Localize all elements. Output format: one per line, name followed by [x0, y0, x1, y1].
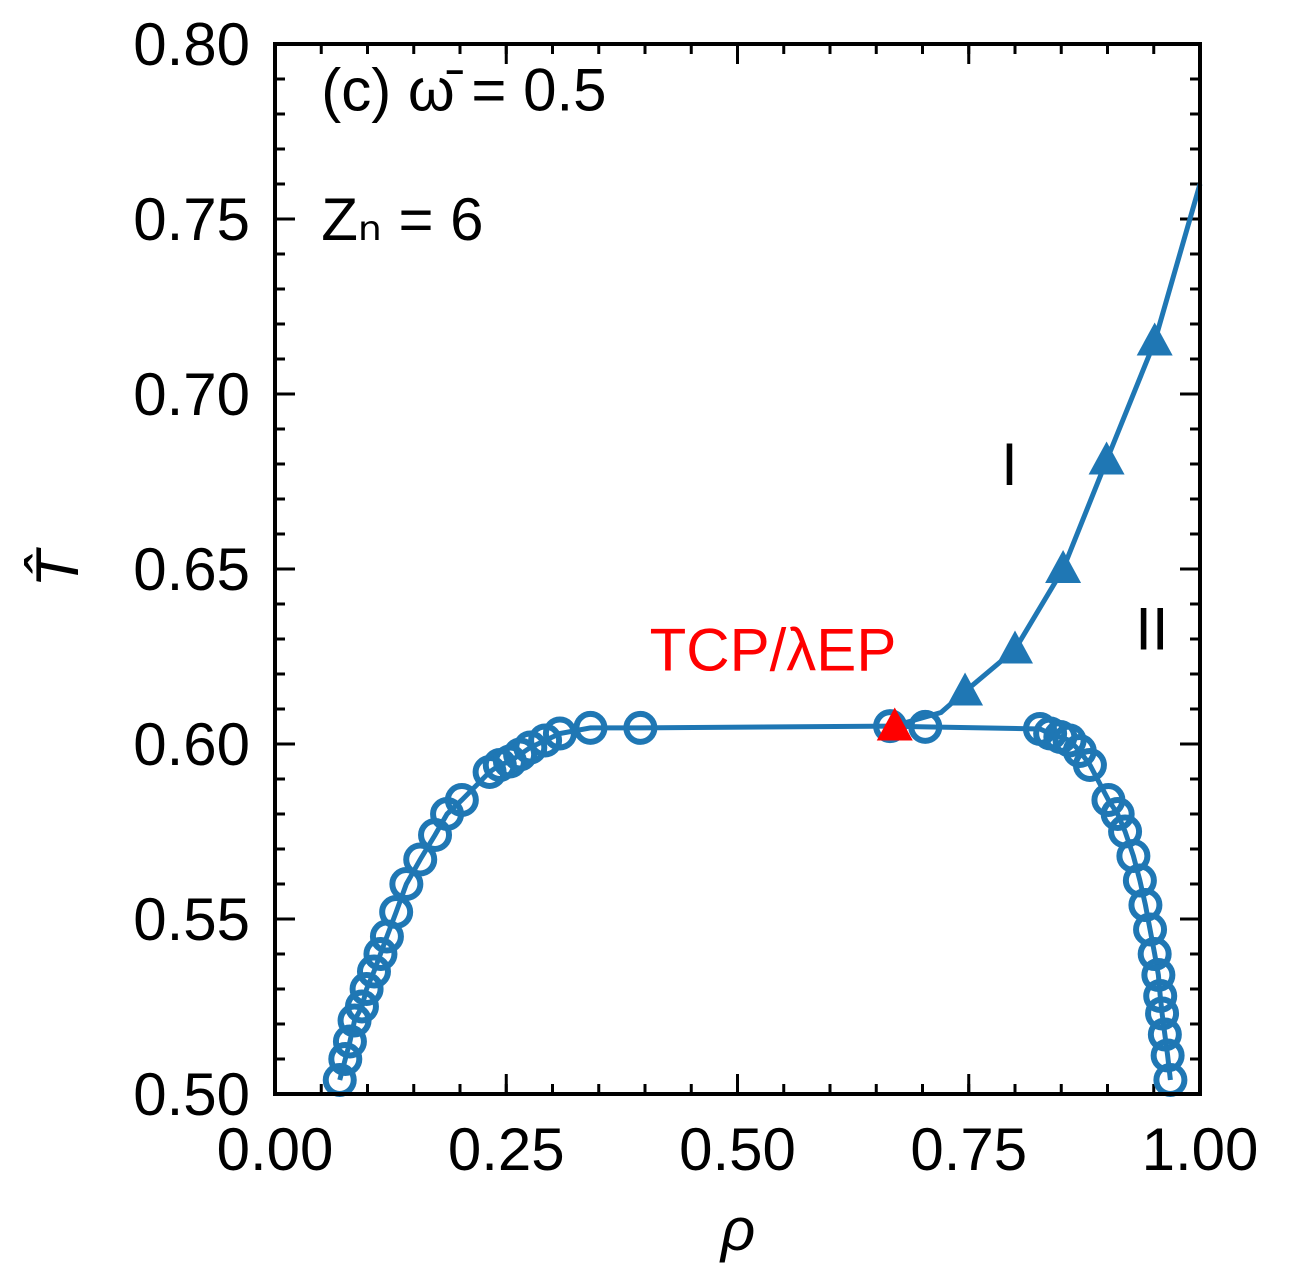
circle-marker	[623, 710, 658, 745]
triangle-marker	[876, 707, 913, 741]
x-axis-label: ρ	[719, 1196, 755, 1263]
triangle-marker	[1136, 322, 1173, 356]
circle-marker	[332, 1024, 367, 1059]
circle-marker	[389, 867, 424, 901]
y-tick-label: 0.55	[133, 886, 250, 953]
annotation: TCP/λEP	[650, 617, 897, 684]
annotation: I	[1001, 431, 1018, 498]
circle-marker	[403, 842, 438, 877]
circle-marker	[1150, 1038, 1185, 1073]
y-tick-label: 0.65	[133, 536, 250, 603]
circle-marker	[1141, 958, 1176, 992]
series-line	[337, 723, 1173, 1081]
circle-marker	[542, 716, 577, 751]
circle-marker	[363, 937, 398, 971]
y-axis-label: T̂	[24, 546, 91, 587]
annotation: (c) ω̄ = 0.5	[321, 57, 606, 124]
circle-marker	[356, 954, 391, 989]
plot-frame	[273, 42, 1202, 1096]
x-tick-label: 0.75	[910, 1116, 1027, 1183]
y-tick-label: 0.50	[133, 1061, 250, 1128]
y-tick-label: 0.75	[133, 186, 250, 253]
series-line	[891, 183, 1203, 729]
circle-marker	[349, 972, 384, 1006]
triangle-marker	[997, 630, 1033, 664]
x-tick-label: 0.50	[679, 1116, 796, 1183]
x-tick-label: 0.25	[448, 1116, 565, 1183]
circle-marker	[344, 989, 379, 1024]
x-tick-label: 0.00	[217, 1116, 334, 1183]
circle-marker	[1072, 748, 1107, 782]
annotation: Zₙ = 6	[321, 186, 483, 253]
y-tick-label: 0.70	[133, 361, 250, 428]
circle-marker	[328, 1042, 363, 1076]
circle-marker	[908, 709, 943, 744]
triangle-marker	[1088, 441, 1125, 475]
circle-marker	[1143, 979, 1178, 1013]
circle-marker	[1147, 1017, 1182, 1052]
x-tick-label: 1.00	[1142, 1116, 1259, 1183]
annotation: II	[1135, 596, 1168, 663]
circle-marker	[1145, 996, 1180, 1031]
y-tick-label: 0.80	[133, 11, 250, 78]
circle-marker	[1137, 937, 1172, 971]
y-tick-label: 0.60	[133, 711, 250, 778]
circle-marker	[444, 783, 479, 817]
triangle-marker	[947, 672, 984, 706]
triangle-marker	[1045, 550, 1082, 583]
circle-marker	[573, 710, 608, 745]
circle-marker	[1100, 797, 1135, 831]
circle-marker	[379, 895, 414, 929]
